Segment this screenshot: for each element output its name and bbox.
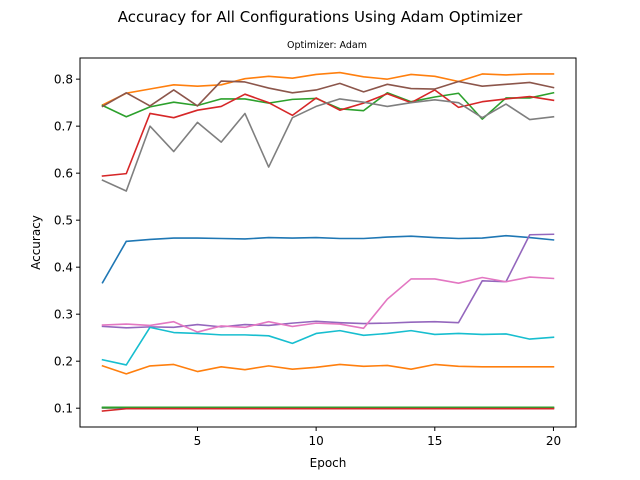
x-tick-label: 10 <box>308 434 323 448</box>
series-line-4 <box>101 89 555 177</box>
y-tick-label: 0.5 <box>54 214 73 228</box>
chart-subtitle: Optimizer: Adam <box>287 40 367 51</box>
y-tick-label: 0.8 <box>54 73 73 87</box>
y-tick-label: 0.6 <box>54 167 73 181</box>
y-tick-label: 0.7 <box>54 120 73 134</box>
series-line-14 <box>101 407 555 412</box>
y-tick-label: 0.1 <box>54 402 73 416</box>
ticks-layer: 5 10 15 20 0.1 0.2 0.3 0.4 0.5 0.6 0.7 0.8 <box>54 73 561 448</box>
series-line-8 <box>101 98 555 192</box>
x-axis-label: Epoch <box>310 456 347 470</box>
series-line-12 <box>101 363 555 375</box>
y-tick-label: 0.2 <box>54 355 73 369</box>
x-tick-label: 15 <box>427 434 442 448</box>
y-tick-label: 0.3 <box>54 308 73 322</box>
plot-area-frame <box>79 57 577 428</box>
chart-title: Accuracy for All Configurations Using Ad… <box>118 8 523 26</box>
series-layer <box>101 71 555 412</box>
series-line-7 <box>101 276 555 333</box>
x-tick-label: 20 <box>546 434 561 448</box>
series-line-10 <box>101 326 555 366</box>
x-tick-label: 5 <box>194 434 202 448</box>
series-line-6 <box>101 80 555 108</box>
y-tick-label: 0.4 <box>54 261 73 275</box>
series-line-2 <box>101 71 555 107</box>
series-line-1 <box>101 234 555 284</box>
y-axis-label: Accuracy <box>29 215 43 270</box>
series-line-5 <box>101 233 555 329</box>
